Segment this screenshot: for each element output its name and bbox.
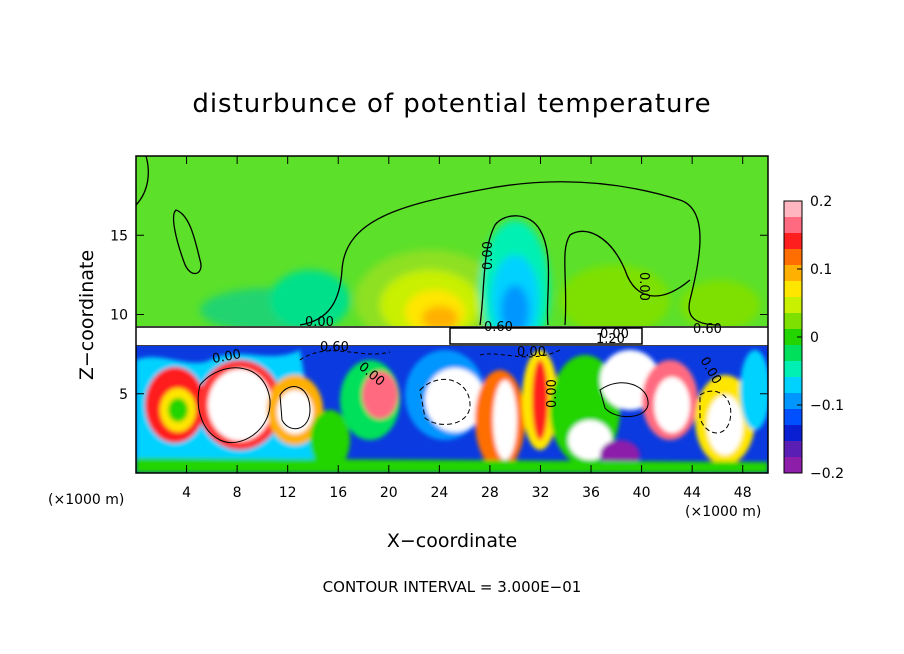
lower-field bbox=[136, 350, 768, 473]
x-axis-label: X−coordinate bbox=[387, 530, 517, 552]
colorbar-tick-label: 0.1 bbox=[810, 262, 832, 278]
colorbar-swatch bbox=[784, 457, 802, 474]
colorbar-swatch bbox=[784, 377, 802, 394]
colorbar-swatch bbox=[784, 233, 802, 250]
contour-label: 0.00 bbox=[305, 315, 334, 330]
colorbar-tick-label: −0.1 bbox=[810, 398, 844, 414]
lower-contours bbox=[197, 349, 732, 444]
contour-label: 0.60 bbox=[320, 340, 349, 355]
x-tick-label: 20 bbox=[380, 485, 398, 501]
y-axis: 5 10 15 bbox=[110, 228, 768, 403]
x-tick-label: 44 bbox=[683, 485, 701, 501]
colorbar-swatch bbox=[784, 393, 802, 410]
contour-label: 0.00 bbox=[211, 347, 242, 367]
colorbar-tick-label: −0.2 bbox=[810, 466, 844, 482]
upper-contours bbox=[136, 156, 721, 326]
x-tick-label: 8 bbox=[233, 485, 242, 501]
colorbar-swatch bbox=[784, 425, 802, 442]
x-tick-label: 12 bbox=[279, 485, 297, 501]
contour-label: 0.00 bbox=[636, 272, 651, 301]
x-unit-left: (×1000 m) bbox=[48, 492, 124, 508]
colorbar-swatch bbox=[784, 201, 802, 218]
colorbar-swatch bbox=[784, 409, 802, 426]
colorbar-swatch bbox=[784, 329, 802, 346]
colorbar-swatch bbox=[784, 297, 802, 314]
colorbar-swatch bbox=[784, 217, 802, 234]
colorbar bbox=[783, 200, 803, 474]
colorbar-swatch bbox=[784, 361, 802, 378]
colorbar-swatch bbox=[784, 281, 802, 298]
x-tick-label: 36 bbox=[582, 485, 600, 501]
y-tick-label: 15 bbox=[110, 228, 128, 244]
y-axis-label: Z−coordinate bbox=[76, 250, 98, 380]
x-tick-label: 28 bbox=[481, 485, 499, 501]
x-tick-label: 4 bbox=[182, 485, 191, 501]
contour-interval-note: CONTOUR INTERVAL = 3.000E−01 bbox=[323, 578, 582, 596]
x-tick-label: 24 bbox=[430, 485, 448, 501]
contour-label: 0.00 bbox=[517, 345, 546, 360]
x-tick-label: 40 bbox=[633, 485, 651, 501]
contour-label: 1.20 bbox=[596, 332, 625, 347]
colorbar-ticks: 0.2 0.1 0 −0.1 −0.2 bbox=[797, 194, 844, 482]
contour-label: 0.00 bbox=[600, 327, 629, 342]
x-unit-right: (×1000 m) bbox=[685, 504, 761, 520]
x-tick-label: 32 bbox=[532, 485, 550, 501]
colorbar-swatch bbox=[784, 313, 802, 330]
plot-area bbox=[136, 156, 768, 473]
x-tick-label: 48 bbox=[734, 485, 752, 501]
colorbar-tick-label: 0 bbox=[810, 330, 819, 346]
x-axis: 4 8 12 16 20 24 28 32 36 40 44 48 bbox=[182, 156, 752, 501]
contour-label: 0.00 bbox=[545, 379, 560, 408]
colorbar-swatch bbox=[784, 265, 802, 282]
colorbar-swatch bbox=[784, 249, 802, 266]
colorbar-swatch bbox=[784, 441, 802, 458]
x-tick-label: 16 bbox=[329, 485, 347, 501]
y-tick-label: 10 bbox=[110, 308, 128, 324]
contour-label: 0.60 bbox=[484, 320, 513, 335]
contour-label: 0.60 bbox=[693, 322, 722, 337]
colorbar-tick-label: 0.2 bbox=[810, 194, 832, 210]
contour-label: 0.00 bbox=[481, 241, 496, 270]
upper-field bbox=[200, 220, 760, 360]
y-tick-label: 5 bbox=[119, 387, 128, 403]
chart-title: disturbunce of potential temperature bbox=[192, 89, 711, 119]
colorbar-swatch bbox=[784, 345, 802, 362]
